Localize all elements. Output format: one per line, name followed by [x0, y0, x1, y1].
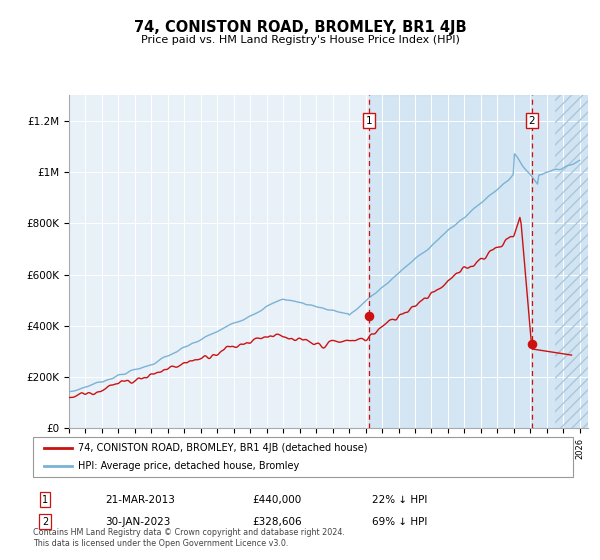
Text: 74, CONISTON ROAD, BROMLEY, BR1 4JB (detached house): 74, CONISTON ROAD, BROMLEY, BR1 4JB (det… [78, 443, 367, 452]
Text: 21-MAR-2013: 21-MAR-2013 [105, 494, 175, 505]
Text: £328,606: £328,606 [252, 517, 302, 527]
Text: 1: 1 [42, 494, 48, 505]
Point [527, 340, 536, 349]
Text: 2: 2 [42, 517, 48, 527]
Text: 22% ↓ HPI: 22% ↓ HPI [372, 494, 427, 505]
Text: 74, CONISTON ROAD, BROMLEY, BR1 4JB: 74, CONISTON ROAD, BROMLEY, BR1 4JB [134, 20, 466, 35]
Text: £440,000: £440,000 [252, 494, 301, 505]
Text: 30-JAN-2023: 30-JAN-2023 [105, 517, 170, 527]
Text: 1: 1 [366, 116, 373, 126]
Text: 2: 2 [529, 116, 535, 126]
Text: HPI: Average price, detached house, Bromley: HPI: Average price, detached house, Brom… [78, 461, 299, 471]
Text: Contains HM Land Registry data © Crown copyright and database right 2024.
This d: Contains HM Land Registry data © Crown c… [33, 528, 345, 548]
Point [364, 311, 374, 320]
Text: 69% ↓ HPI: 69% ↓ HPI [372, 517, 427, 527]
Bar [369, 95, 588, 428]
Text: Price paid vs. HM Land Registry's House Price Index (HPI): Price paid vs. HM Land Registry's House … [140, 35, 460, 45]
Bar [555, 95, 588, 428]
Bar [555, 95, 588, 428]
